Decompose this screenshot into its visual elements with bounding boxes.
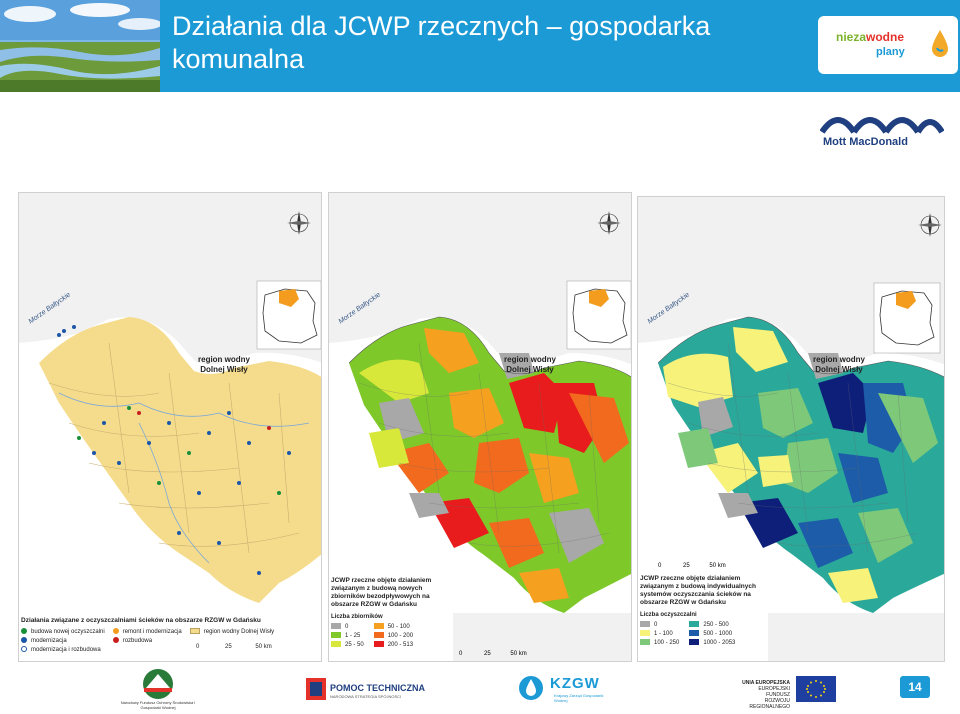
map2-legend: JCWP rzeczne objęte działaniem związanym…	[331, 577, 432, 650]
map1-canvas	[19, 193, 321, 661]
legend-class: 250 - 500	[689, 621, 735, 630]
region-label: region wodny Dolnej Wisły	[813, 355, 865, 374]
legend-class: 100 - 200	[373, 632, 413, 641]
legend-class: 25 - 50	[331, 641, 364, 650]
kzgw-title: KZGW	[550, 675, 600, 692]
legend-item: budowa nowej oczyszczalni	[21, 628, 105, 637]
pomoc-techniczna-sub: NARODOWA STRATEGIA SPÓJNOŚCI	[330, 694, 402, 699]
compass-icon	[918, 213, 942, 237]
kzgw-drop-icon	[519, 676, 543, 700]
nfosigw-logo	[143, 669, 173, 699]
brand-name: niezawodne	[836, 30, 905, 44]
compass-icon	[597, 211, 621, 235]
legend-item: region wodny Dolnej Wisły	[189, 628, 274, 637]
scale-bar: 0 25 50 km	[196, 644, 272, 650]
slide-title-line2: komunalna	[172, 44, 305, 74]
page-number: 14	[900, 676, 930, 698]
map-holding-tanks: Morze Bałtyckie region wodny Dolnej Wisł…	[328, 192, 632, 662]
legend-class: 100 - 250	[640, 639, 679, 648]
scale-bar: 0 25 50 km	[658, 563, 726, 569]
poland-inset	[256, 280, 321, 350]
legend-class: 0	[331, 623, 364, 632]
map1-legend: Działania związane z oczyszczalniami ści…	[21, 617, 275, 655]
legend-class: 1 - 100	[640, 630, 679, 639]
slide-title-line1: Działania dla JCWP rzecznych – gospodark…	[172, 11, 711, 41]
plant-points	[57, 325, 291, 575]
mott-macdonald-logo-text: Mott MacDonald	[823, 136, 908, 148]
legend-class: 50 - 100	[373, 623, 413, 632]
legend-item: modernizacja i rozbudowa	[21, 646, 105, 655]
niezawodne-plany-logo: niezawodne plany	[818, 16, 958, 74]
legend-class: 200 - 513	[373, 641, 413, 650]
map3-canvas	[638, 197, 944, 661]
nfosigw-caption: Narodowy Fundusz Ochrony Środowiska i Go…	[120, 700, 196, 710]
water-drop-icon	[932, 30, 948, 57]
legend-class: 0	[640, 621, 679, 630]
legend-class: 1 - 25	[331, 632, 364, 641]
legend-class: 1000 - 2053	[689, 639, 735, 648]
eu-flag-icon	[796, 676, 836, 702]
kzgw-sub: Krajowy Zarząd Gospodarki Wodnej	[554, 693, 604, 703]
header-landscape-photo	[0, 0, 160, 92]
legend-item: rozbudowa	[112, 637, 182, 646]
legend-item: remont i modernizacja	[112, 628, 182, 637]
brand-plany: plany	[876, 46, 905, 58]
mott-macdonald-arches-icon	[820, 117, 944, 134]
header-bar: Działania dla JCWP rzecznych – gospodark…	[0, 0, 960, 92]
region-label: region wodny Dolnej Wisły	[504, 355, 556, 374]
map-wastewater-plants: Morze Bałtyckie region wodny Dolnej Wisł…	[18, 192, 322, 662]
eu-text: UNIA EUROPEJSKA EUROPEJSKI FUNDUSZ ROZWO…	[742, 680, 790, 710]
poland-inset	[566, 280, 631, 350]
poland-inset	[873, 282, 941, 354]
map2-canvas	[329, 193, 631, 661]
compass-icon	[287, 211, 311, 235]
map3-legend: JCWP rzeczne objęte działaniem związanym…	[640, 575, 756, 648]
map-individual-treatment: Morze Bałtyckie region wodny Dolnej Wisł…	[637, 196, 945, 662]
slide-title: Działania dla JCWP rzecznych – gospodark…	[172, 10, 792, 76]
pomoc-techniczna-title: POMOC TECHNICZNA	[330, 683, 425, 693]
scale-bar: 0 25 50 km	[459, 651, 527, 657]
pomoc-techniczna-icon	[306, 678, 326, 700]
legend-class: 500 - 1000	[689, 630, 735, 639]
legend-item: modernizacja	[21, 637, 105, 646]
region-label: region wodny Dolnej Wisły	[198, 355, 250, 374]
